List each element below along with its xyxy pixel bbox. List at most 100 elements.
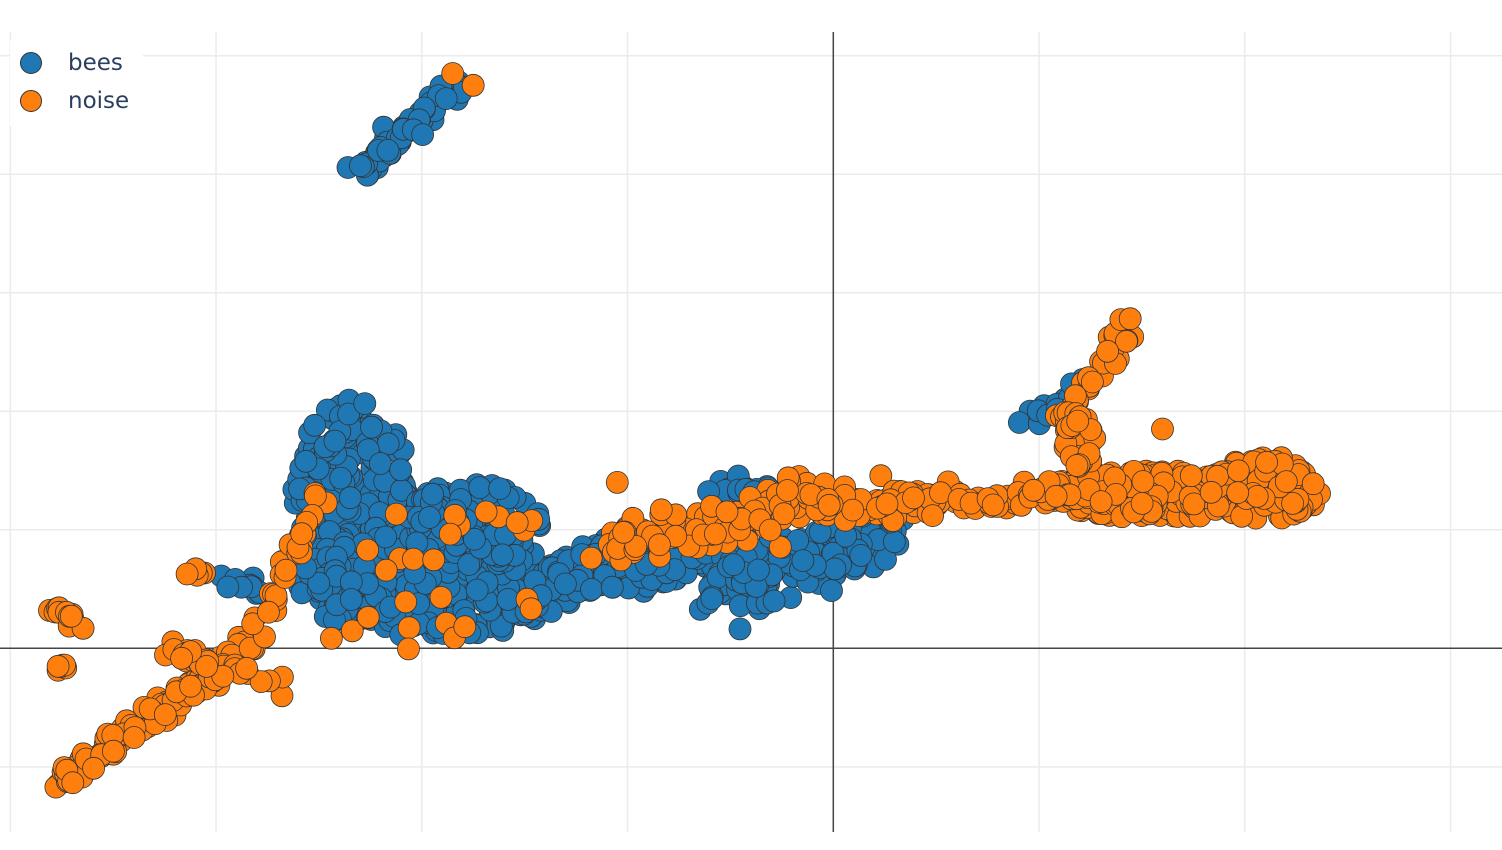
point-noise bbox=[170, 646, 194, 670]
point-noise bbox=[1226, 481, 1250, 505]
point-noise bbox=[981, 493, 1005, 517]
point-noise bbox=[394, 590, 418, 614]
point-noise bbox=[397, 637, 420, 661]
point-noise bbox=[1226, 459, 1250, 483]
point-noise bbox=[290, 522, 314, 546]
point-bees bbox=[600, 575, 624, 599]
legend-item-bees[interactable]: bees bbox=[20, 44, 129, 82]
point-bees bbox=[349, 154, 372, 178]
point-bees bbox=[849, 544, 873, 567]
point-bees bbox=[468, 476, 492, 500]
point-noise bbox=[303, 484, 327, 508]
point-bees bbox=[339, 588, 363, 611]
point-bees bbox=[353, 392, 377, 416]
point-noise bbox=[579, 546, 603, 570]
point-bees bbox=[1008, 411, 1031, 434]
point-noise bbox=[519, 597, 543, 621]
point-noise bbox=[772, 502, 796, 526]
zero-lines bbox=[0, 32, 1502, 832]
point-noise bbox=[461, 73, 485, 97]
point-noise bbox=[1089, 490, 1113, 514]
point-noise bbox=[612, 520, 635, 544]
point-noise bbox=[1022, 478, 1045, 502]
point-noise bbox=[443, 503, 467, 527]
point-bees bbox=[418, 506, 441, 529]
point-noise bbox=[1081, 370, 1104, 394]
point-noise bbox=[82, 756, 105, 780]
point-bees bbox=[820, 579, 843, 602]
point-bees bbox=[376, 138, 400, 162]
point-noise bbox=[776, 479, 799, 502]
point-noise bbox=[902, 486, 925, 510]
point-noise bbox=[401, 547, 425, 571]
point-noise bbox=[274, 558, 298, 582]
point-noise bbox=[1245, 484, 1269, 508]
point-noise bbox=[195, 655, 219, 678]
point-bees bbox=[580, 578, 603, 601]
point-bees bbox=[307, 571, 331, 595]
point-bees bbox=[329, 466, 353, 490]
point-noise bbox=[875, 492, 899, 516]
point-bees bbox=[411, 123, 435, 147]
point-noise bbox=[841, 498, 865, 522]
point-noise bbox=[122, 726, 146, 749]
point-noise bbox=[1255, 450, 1278, 474]
point-noise bbox=[441, 62, 465, 85]
legend-item-noise[interactable]: noise bbox=[20, 82, 129, 120]
point-bees bbox=[360, 415, 383, 439]
point-bees bbox=[323, 429, 347, 453]
point-noise bbox=[249, 670, 273, 693]
point-bees bbox=[434, 87, 458, 110]
point-noise bbox=[241, 612, 265, 636]
point-noise bbox=[1115, 329, 1138, 353]
point-noise bbox=[453, 615, 477, 639]
point-noise bbox=[429, 586, 453, 609]
point-noise bbox=[256, 600, 280, 624]
point-noise bbox=[1066, 409, 1090, 433]
point-noise bbox=[59, 604, 83, 628]
point-bees bbox=[462, 527, 486, 551]
point-noise bbox=[1301, 472, 1325, 496]
point-noise bbox=[1281, 491, 1304, 515]
point-noise bbox=[102, 739, 125, 763]
point-bees bbox=[216, 575, 240, 599]
point-bees bbox=[554, 572, 577, 596]
point-noise bbox=[1130, 491, 1154, 515]
point-bees bbox=[496, 588, 520, 611]
point-noise bbox=[1096, 339, 1119, 363]
point-bees bbox=[457, 553, 481, 576]
point-noise bbox=[648, 533, 671, 557]
point-bees bbox=[376, 432, 400, 456]
point-bees bbox=[823, 557, 847, 581]
legend-label-noise: noise bbox=[68, 88, 130, 114]
point-noise bbox=[505, 511, 529, 534]
point-noise bbox=[235, 656, 259, 680]
point-bees bbox=[338, 486, 362, 510]
grid-lines bbox=[0, 32, 1502, 832]
point-bees bbox=[374, 525, 398, 549]
point-bees bbox=[722, 553, 745, 576]
point-bees bbox=[303, 413, 327, 437]
point-noise bbox=[356, 538, 380, 562]
point-noise bbox=[319, 626, 343, 650]
point-bees bbox=[465, 578, 489, 602]
point-bees bbox=[700, 587, 724, 610]
point-bees bbox=[762, 589, 786, 613]
point-noise bbox=[46, 654, 70, 678]
point-noise bbox=[704, 522, 727, 546]
point-noise bbox=[758, 518, 782, 542]
point-noise bbox=[61, 771, 85, 795]
point-bees bbox=[728, 617, 752, 641]
point-bees bbox=[488, 477, 512, 501]
point-bees bbox=[747, 558, 770, 582]
point-noise bbox=[397, 616, 421, 640]
point-bees bbox=[490, 543, 514, 567]
point-noise bbox=[1179, 464, 1203, 488]
point-noise bbox=[1131, 470, 1155, 493]
point-noise bbox=[1274, 470, 1298, 494]
point-bees bbox=[791, 549, 815, 572]
point-noise bbox=[438, 522, 462, 546]
legend-swatch-bees bbox=[20, 52, 42, 74]
point-noise bbox=[1151, 417, 1174, 441]
